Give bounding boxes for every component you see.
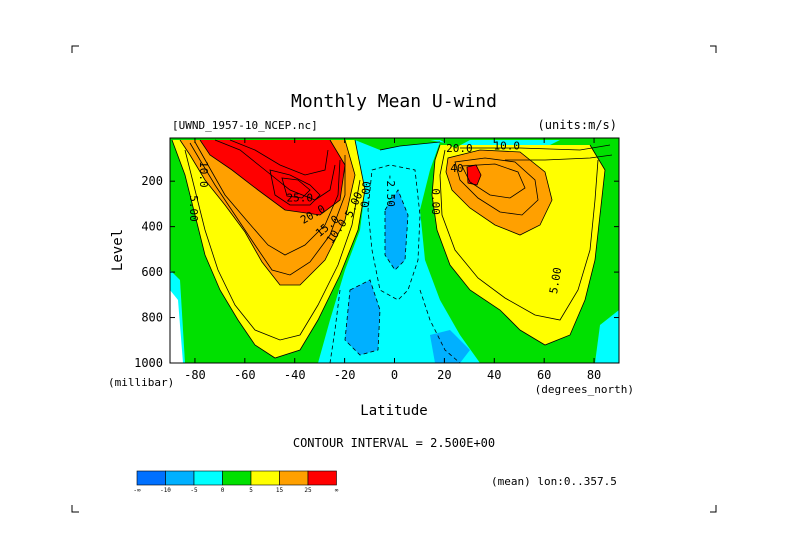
- contour-label-8: -2.50: [384, 174, 397, 207]
- y-axis-ticks: 200 400 600 800 1000: [134, 174, 619, 370]
- x-tick-label-7: 60: [537, 368, 551, 382]
- contour-label-0: 10.0: [197, 161, 210, 188]
- colorbar-segment-3: [222, 470, 252, 486]
- colorbar-segment-6: [307, 470, 337, 486]
- colorbar-label-3: 0: [221, 487, 225, 494]
- fill-red-north: [467, 165, 481, 185]
- colorbar-label-7: ∞: [335, 487, 339, 494]
- fill-blue-core-1: [385, 190, 408, 270]
- contour-fill: [170, 138, 619, 363]
- colorbar-label-1: -10: [160, 487, 171, 494]
- colorbar: -∞ -10 -5 0 5 15 25 ∞: [133, 470, 339, 494]
- colorbar-label-0: -∞: [133, 487, 141, 494]
- contour-label-10: 10.0: [494, 139, 521, 152]
- y-tick-label-2: 600: [141, 265, 163, 279]
- fill-blue-core-3: [430, 330, 470, 363]
- x-axis-title: Latitude: [360, 403, 427, 419]
- subset-note: (mean) lon:0..357.5: [491, 475, 617, 488]
- x-tick-label-0: -80: [184, 368, 206, 382]
- fill-red-south: [200, 140, 345, 215]
- colorbar-label-2: -5: [190, 487, 198, 494]
- negative-contours: [329, 164, 461, 363]
- colorbar-segment-0: [136, 470, 166, 486]
- x-axis-ticks: -80 -60 -40 -20 0 20 40 60 80: [184, 138, 601, 382]
- dataset-label: [UWND_1957-10_NCEP.nc]: [172, 119, 318, 132]
- colorbar-label-6: 25: [304, 487, 312, 494]
- fill-green-upper-north: [440, 140, 470, 148]
- colorbar-segment-5: [279, 470, 309, 486]
- x-tick-label-8: 80: [587, 368, 601, 382]
- fill-blue-core-2: [345, 280, 380, 355]
- colorbar-segment-2: [193, 470, 223, 486]
- x-tick-label-6: 40: [487, 368, 501, 382]
- contour-label-7: 0.00: [358, 181, 373, 209]
- x-tick-label-5: 20: [437, 368, 451, 382]
- contour-label-13: 5.00: [547, 266, 564, 294]
- colorbar-segment-4: [250, 470, 280, 486]
- x-tick-label-1: -60: [234, 368, 256, 382]
- x-tick-label-4: 0: [391, 368, 398, 382]
- fill-cyan-northpole: [595, 310, 619, 363]
- colorbar-label-5: 15: [276, 487, 284, 494]
- contour-labels: 10.05.00 25.020.015.010.05.000.00 -2.50 0.0…: [187, 139, 564, 294]
- x-tick-label-2: -40: [284, 368, 306, 382]
- x-axis-units: (degrees_north): [535, 383, 634, 396]
- colorbar-label-4: 5: [249, 487, 253, 494]
- y-tick-label-4: 1000: [134, 356, 163, 370]
- chart-title: Monthly Mean U-wind: [291, 91, 497, 112]
- fill-missing: [170, 290, 183, 363]
- y-tick-label-1: 400: [141, 220, 163, 234]
- contour-label-1: 5.00: [187, 195, 200, 222]
- units-label: (units:m/s): [538, 118, 617, 132]
- contour-label-11: 20.0: [446, 142, 473, 155]
- corner-marks: [71, 45, 717, 513]
- x-tick-label-3: -20: [334, 368, 356, 382]
- contour-label-2: 25.0: [286, 192, 313, 205]
- y-tick-label-0: 200: [141, 174, 163, 188]
- contour-lines: [171, 139, 613, 359]
- contour-label-12: 40: [450, 162, 463, 175]
- y-tick-label-3: 800: [141, 311, 163, 325]
- contour-interval-note: CONTOUR INTERVAL = 2.500E+00: [293, 436, 495, 450]
- y-axis-title: Level: [110, 229, 126, 271]
- y-axis-units: (millibar): [108, 376, 174, 389]
- colorbar-segment-1: [165, 470, 195, 486]
- contour-label-9: 0.00: [429, 188, 442, 215]
